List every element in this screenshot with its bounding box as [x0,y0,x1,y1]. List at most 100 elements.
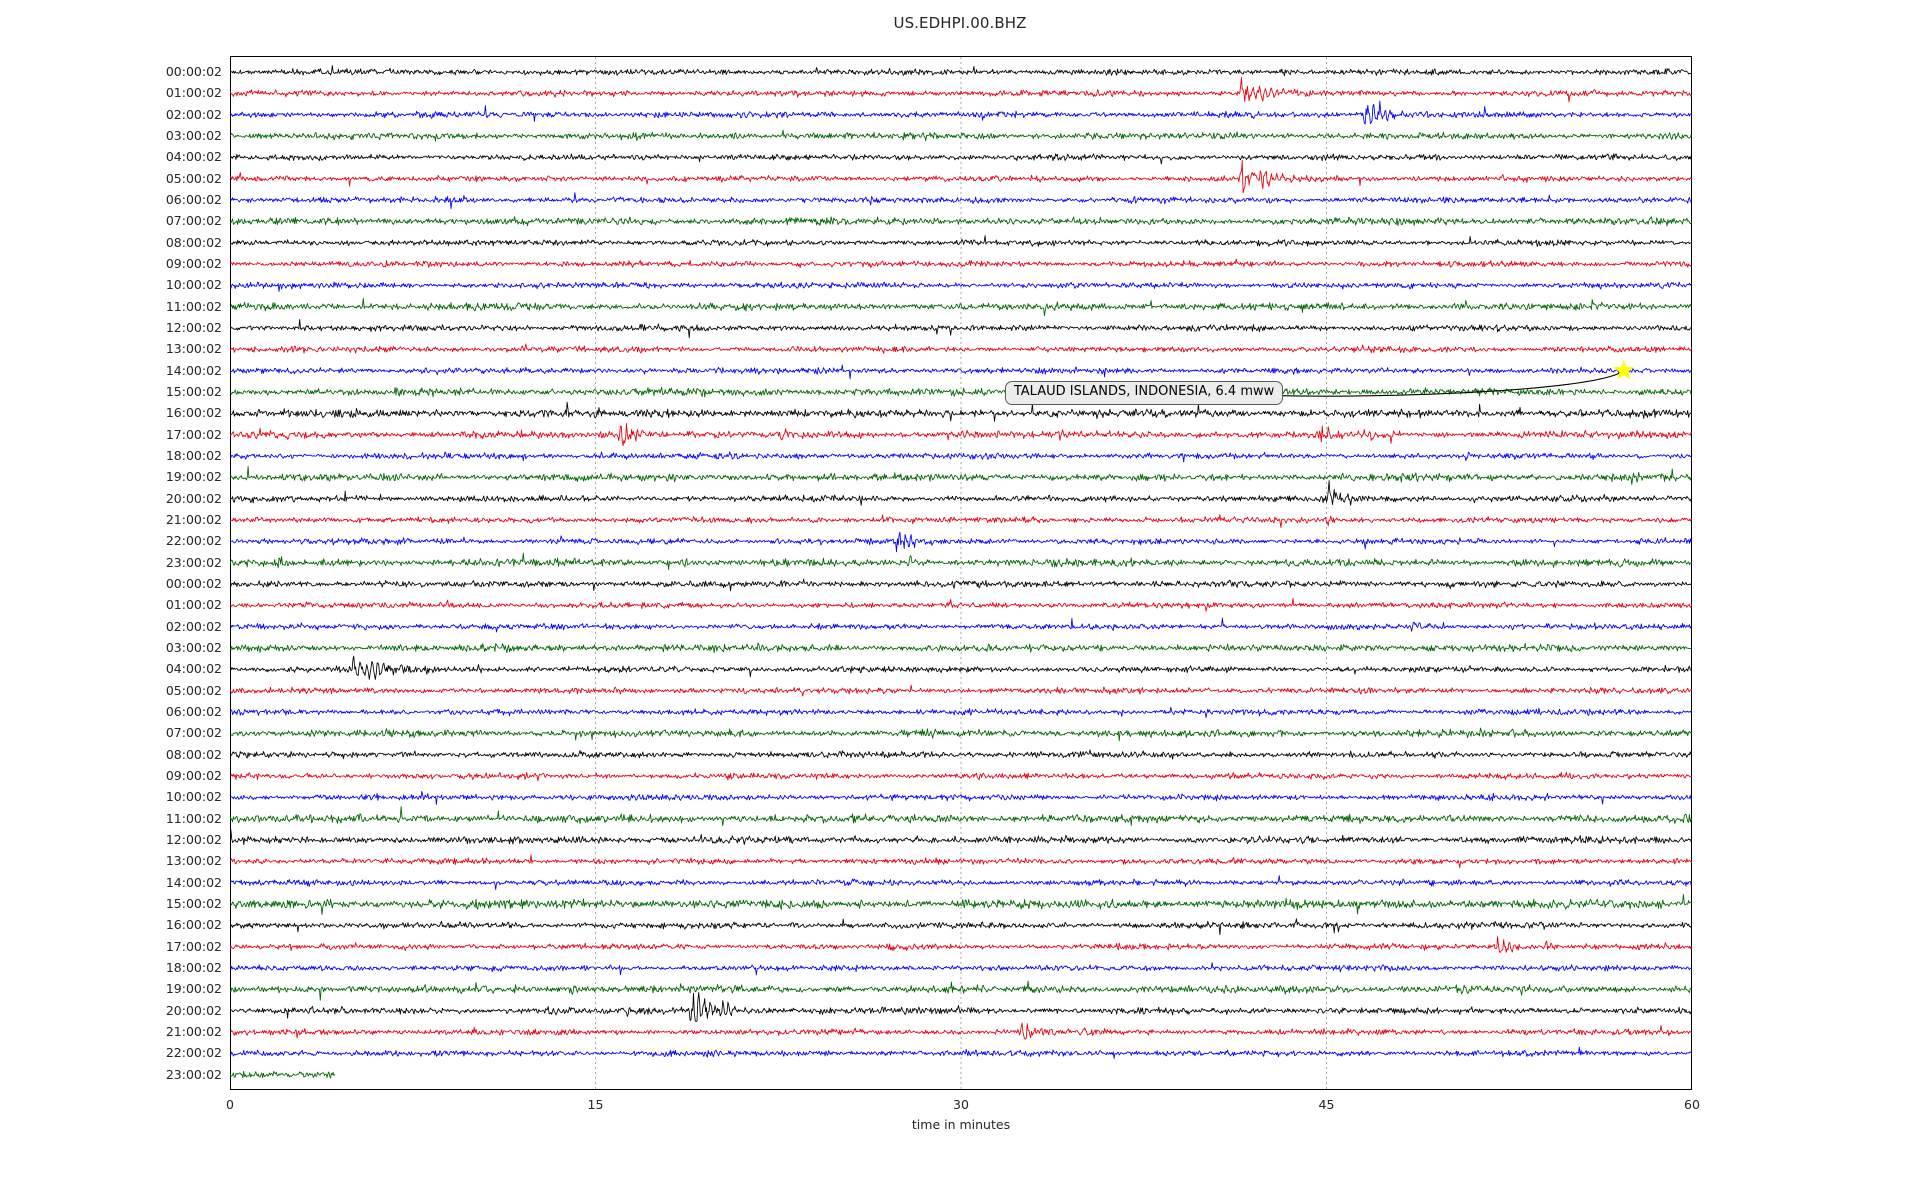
x-tick-label-30: 30 [953,1097,969,1112]
y-axis-tick-labels: 00:00:02 01:00:02 02:00:02 03:00:02 04:00:02… [0,0,222,1200]
x-tick-label-45: 45 [1318,1097,1335,1112]
y-tick-label-29: 05:00:02 [165,682,222,698]
trace-row-17 [230,423,1692,447]
trace-row-21 [230,514,1692,529]
trace-row-33 [230,771,1692,782]
event-star-icon [1613,359,1635,380]
y-tick-label-24: 00:00:02 [165,575,222,591]
trace-row-32 [230,749,1692,760]
trace-row-31 [230,727,1692,742]
y-tick-label-21: 21:00:02 [165,511,222,527]
x-axis-title: time in minutes [911,1117,1011,1132]
trace-group [230,65,1692,1079]
trace-row-45 [230,1022,1692,1040]
trace-row-6 [230,192,1692,210]
y-tick-label-35: 11:00:02 [165,810,222,826]
trace-row-26 [230,617,1692,633]
y-tick-label-47: 23:00:02 [165,1066,222,1082]
y-tick-label-45: 21:00:02 [165,1023,222,1039]
trace-row-3 [230,129,1692,142]
x-tick-label-0: 0 [226,1097,234,1112]
y-tick-label-33: 09:00:02 [165,767,222,783]
seismogram-svg [230,56,1692,1090]
y-tick-label-28: 04:00:02 [165,661,222,677]
x-tick-label-15: 15 [587,1097,604,1112]
trace-row-29 [230,684,1692,697]
y-tick-label-4: 04:00:02 [165,149,222,165]
trace-row-37 [230,854,1692,869]
y-tick-label-8: 08:00:02 [165,234,222,250]
trace-row-46 [230,1046,1692,1059]
y-tick-label-38: 14:00:02 [165,874,222,890]
y-tick-label-6: 06:00:02 [165,191,222,207]
trace-row-1 [230,76,1692,103]
trace-row-41 [230,936,1692,953]
trace-row-38 [230,875,1692,891]
y-tick-label-15: 15:00:02 [165,383,222,399]
y-tick-label-19: 19:00:02 [165,469,222,485]
y-tick-label-39: 15:00:02 [165,895,222,911]
trace-row-11 [230,297,1692,317]
y-tick-label-34: 10:00:02 [165,789,222,805]
trace-row-2 [230,100,1692,125]
y-tick-label-2: 02:00:02 [165,106,222,122]
y-tick-label-9: 09:00:02 [165,255,222,271]
trace-row-9 [230,258,1692,269]
y-tick-label-37: 13:00:02 [165,853,222,869]
y-tick-label-3: 03:00:02 [165,127,222,143]
annotation-leader-line [1256,370,1625,397]
y-tick-label-26: 02:00:02 [165,618,222,634]
y-tick-label-36: 12:00:02 [165,831,222,847]
annotation-overlay-group [1256,359,1635,397]
trace-row-44 [230,992,1692,1023]
trace-row-10 [230,281,1692,292]
trace-row-40 [230,918,1692,936]
trace-row-19 [230,465,1692,485]
gridlines [595,57,1327,1089]
trace-row-27 [230,642,1692,654]
trace-row-23 [230,552,1692,570]
y-tick-label-17: 17:00:02 [165,426,222,442]
trace-row-16 [230,401,1692,422]
trace-row-42 [230,962,1692,976]
y-tick-label-5: 05:00:02 [165,170,222,186]
trace-row-47 [230,1070,336,1079]
y-tick-label-25: 01:00:02 [165,597,222,613]
y-tick-label-23: 23:00:02 [165,554,222,570]
trace-row-28 [230,655,1692,680]
y-tick-label-43: 19:00:02 [165,981,222,997]
y-tick-label-11: 11:00:02 [165,298,222,314]
y-tick-label-22: 22:00:02 [165,533,222,549]
trace-row-43 [230,980,1692,1001]
y-tick-label-13: 13:00:02 [165,341,222,357]
trace-row-20 [230,480,1692,506]
trace-row-35 [230,806,1692,827]
y-tick-label-31: 07:00:02 [165,725,222,741]
y-tick-label-12: 12:00:02 [165,319,222,335]
trace-row-15 [230,386,1692,398]
trace-row-14 [230,364,1692,380]
trace-row-13 [230,343,1692,354]
y-tick-label-40: 16:00:02 [165,917,222,933]
y-tick-label-18: 18:00:02 [165,447,222,463]
trace-row-25 [230,597,1692,612]
trace-row-12 [230,319,1692,339]
trace-row-34 [230,790,1692,805]
y-tick-label-10: 10:00:02 [165,277,222,293]
trace-row-30 [230,706,1692,718]
trace-row-7 [230,216,1692,227]
y-tick-label-32: 08:00:02 [165,746,222,762]
trace-row-39 [230,893,1692,915]
y-tick-label-46: 22:00:02 [165,1045,222,1061]
page-title: US.EDHPI.00.BHZ [893,14,1027,32]
trace-row-36 [230,829,1692,846]
y-tick-label-20: 20:00:02 [165,490,222,506]
y-tick-label-42: 18:00:02 [165,959,222,975]
y-tick-label-14: 14:00:02 [165,362,222,378]
trace-row-8 [230,235,1692,248]
trace-row-0 [230,65,1692,77]
event-annotation-label: TALAUD ISLANDS, INDONESIA, 6.4 mww [1004,381,1284,405]
trace-row-18 [230,451,1692,463]
